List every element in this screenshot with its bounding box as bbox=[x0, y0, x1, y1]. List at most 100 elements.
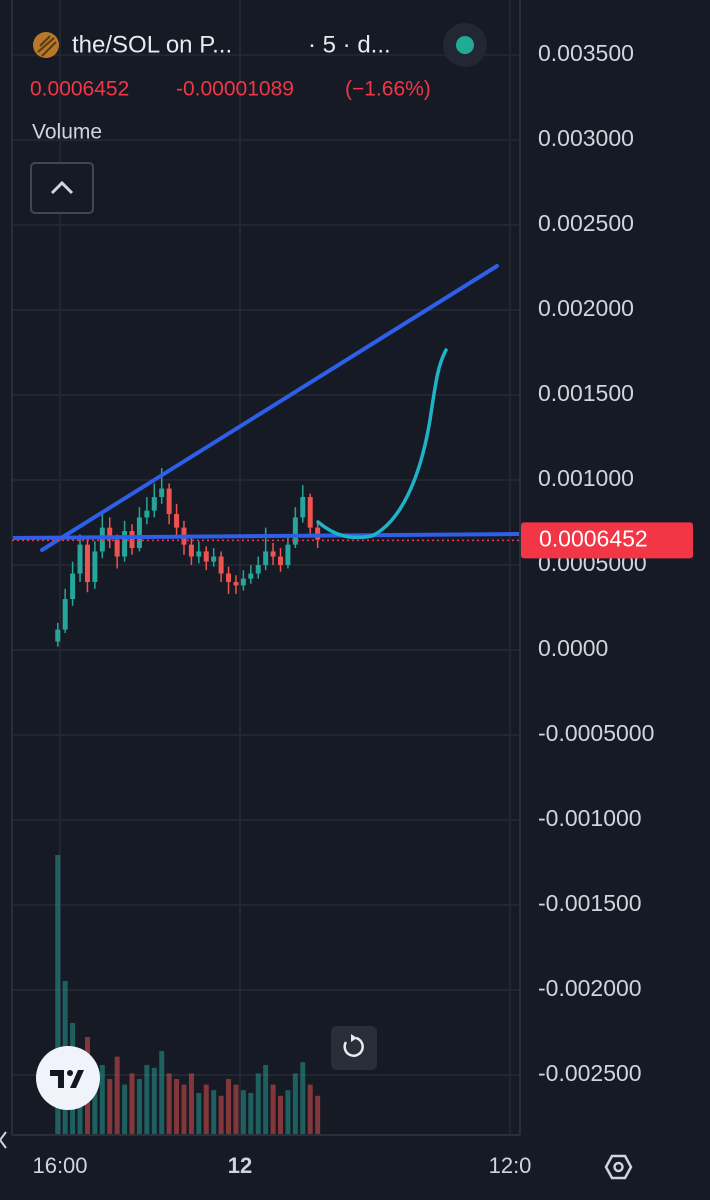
last-price-label: 0.0006452 bbox=[539, 525, 648, 551]
x-tick-label: 16:00 bbox=[32, 1153, 87, 1178]
volume-bar bbox=[114, 1056, 120, 1135]
volume-bar bbox=[166, 1073, 172, 1135]
volume-bar bbox=[307, 1084, 313, 1135]
brush-drawing[interactable] bbox=[316, 348, 448, 540]
reset-icon-arrow bbox=[351, 1034, 357, 1042]
candle-body bbox=[263, 551, 269, 566]
x-tick-label: 12 bbox=[228, 1153, 252, 1178]
y-tick-label: 0.001000 bbox=[538, 465, 634, 491]
candle-body bbox=[129, 531, 135, 549]
candle-body bbox=[292, 517, 298, 545]
y-tick-label: 0.002000 bbox=[538, 295, 634, 321]
volume-bar bbox=[122, 1084, 128, 1135]
symbol-interval: · 5 · d... bbox=[308, 31, 391, 58]
candle-body bbox=[55, 629, 61, 642]
candle-body bbox=[270, 551, 276, 557]
candle-body bbox=[188, 544, 194, 557]
candle-body bbox=[144, 510, 150, 518]
x-tick-label: 12:0 bbox=[489, 1153, 532, 1178]
volume-bar bbox=[248, 1093, 254, 1135]
volume-bar bbox=[107, 1079, 113, 1135]
candle-body bbox=[278, 556, 284, 566]
tv-logo-mark bbox=[50, 1070, 84, 1088]
volume-bar bbox=[292, 1073, 298, 1135]
volume-bar bbox=[278, 1095, 284, 1135]
change: -0.00001089 bbox=[176, 78, 294, 101]
scroll-left-icon[interactable] bbox=[0, 1131, 7, 1149]
volume-bar bbox=[263, 1065, 269, 1135]
candle-body bbox=[99, 527, 105, 552]
volume-bar bbox=[300, 1062, 306, 1135]
candle-body bbox=[233, 582, 239, 586]
candle-body bbox=[174, 514, 180, 528]
candle-body bbox=[77, 544, 83, 574]
candle-body bbox=[240, 578, 246, 586]
symbol-title[interactable]: the/SOL on P... bbox=[72, 31, 232, 58]
candle-body bbox=[84, 544, 90, 583]
volume-bar bbox=[181, 1084, 187, 1135]
y-tick-label: -0.002500 bbox=[538, 1060, 642, 1086]
volume-bar bbox=[233, 1084, 239, 1135]
y-tick-label: 0.002500 bbox=[538, 210, 634, 236]
y-tick-label: -0.001000 bbox=[538, 805, 642, 831]
volume-bar bbox=[196, 1093, 202, 1135]
volume-bar bbox=[55, 855, 61, 1135]
candle-body bbox=[211, 556, 217, 562]
volume-bar bbox=[285, 1090, 291, 1135]
candle-body bbox=[159, 488, 165, 498]
candle-body bbox=[203, 551, 209, 562]
status-dot bbox=[456, 36, 474, 54]
candle-body bbox=[151, 497, 157, 511]
chevron-up-icon bbox=[50, 180, 74, 195]
volume-bar bbox=[226, 1079, 232, 1135]
volume-bar bbox=[92, 1073, 98, 1135]
volume-bar bbox=[211, 1090, 217, 1135]
volume-bar bbox=[136, 1079, 142, 1135]
price: 0.0006452 bbox=[30, 78, 129, 101]
collapse-button[interactable] bbox=[30, 162, 94, 214]
volume-bar bbox=[129, 1073, 135, 1135]
volume-bar bbox=[188, 1073, 194, 1135]
volume-bar bbox=[218, 1095, 224, 1135]
volume-bar bbox=[144, 1065, 150, 1135]
volume-bar bbox=[270, 1084, 276, 1135]
candle-body bbox=[300, 497, 306, 518]
y-tick-label: -0.0005000 bbox=[538, 720, 654, 746]
candle-body bbox=[315, 527, 321, 540]
volume-bar bbox=[159, 1051, 165, 1135]
trend-line[interactable] bbox=[40, 264, 499, 552]
settings-icon-center bbox=[613, 1161, 624, 1173]
volume-bar bbox=[203, 1084, 209, 1135]
y-tick-label: -0.002000 bbox=[538, 975, 642, 1001]
candle-body bbox=[114, 539, 120, 557]
indicator-name: Volume bbox=[32, 121, 102, 144]
y-tick-label: 0.0000 bbox=[538, 635, 608, 661]
volume-bar bbox=[255, 1073, 261, 1135]
reset-button[interactable] bbox=[331, 1026, 377, 1070]
candle-body bbox=[255, 565, 261, 574]
candle-body bbox=[70, 573, 76, 600]
candle-body bbox=[248, 573, 254, 579]
candle-body bbox=[92, 551, 98, 583]
candle-body bbox=[285, 544, 291, 566]
volume-bar bbox=[99, 1065, 105, 1135]
support-line[interactable] bbox=[11, 532, 521, 540]
y-tick-label: 0.003500 bbox=[538, 40, 634, 66]
settings-icon[interactable] bbox=[604, 1154, 633, 1180]
y-tick-label: 0.001500 bbox=[538, 380, 634, 406]
candle-body bbox=[136, 517, 142, 549]
tv-logo[interactable] bbox=[36, 1046, 100, 1110]
candle-body bbox=[62, 599, 68, 630]
candle-body bbox=[107, 527, 113, 540]
candle-body bbox=[218, 556, 224, 574]
volume-bar bbox=[240, 1090, 246, 1135]
volume-bar bbox=[315, 1095, 321, 1135]
tv-logo-dot bbox=[67, 1070, 73, 1076]
change-percent: (−1.66%) bbox=[345, 78, 431, 101]
candle-body bbox=[196, 551, 202, 557]
candle-body bbox=[226, 573, 232, 583]
volume-bar bbox=[151, 1067, 157, 1135]
last-price-badge bbox=[521, 522, 693, 559]
